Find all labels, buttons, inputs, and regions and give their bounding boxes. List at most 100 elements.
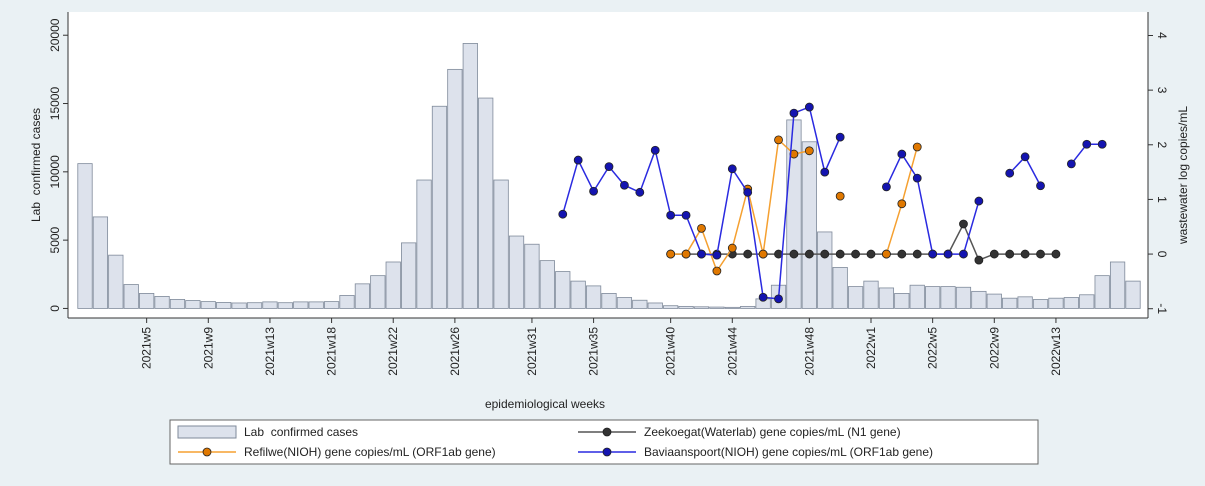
- point: [959, 249, 968, 259]
- bar: [1048, 297, 1064, 309]
- bar: [1079, 294, 1095, 309]
- point: [897, 149, 907, 159]
- point: [1051, 249, 1061, 259]
- bar: [323, 301, 340, 309]
- bar: [878, 287, 895, 309]
- x-tick-label: 2021w31: [525, 327, 539, 376]
- point: [897, 249, 907, 259]
- point: [882, 182, 891, 192]
- bar: [1032, 299, 1049, 309]
- bar: [616, 297, 633, 309]
- bar: [786, 119, 802, 309]
- y2-tick-label: -1: [1155, 303, 1169, 314]
- bar: [647, 302, 663, 309]
- point: [866, 249, 876, 259]
- x-tick-label: 2021w26: [448, 327, 462, 376]
- bar: [123, 284, 139, 309]
- bar: [971, 290, 987, 309]
- point: [928, 249, 938, 259]
- point: [851, 249, 860, 259]
- point: [1020, 249, 1030, 259]
- point: [666, 249, 676, 259]
- legend-label: Zeekoegat(Waterlab) gene copies/mL (N1 g…: [644, 425, 901, 439]
- point: [835, 132, 845, 142]
- bar: [632, 299, 648, 309]
- point: [912, 249, 922, 259]
- x-tick-label: 2021w13: [263, 327, 277, 376]
- bar: [262, 301, 278, 309]
- point: [1005, 168, 1015, 178]
- point: [697, 223, 706, 233]
- x-tick-label: 2021w35: [587, 327, 601, 376]
- point: [1082, 139, 1092, 149]
- bar: [216, 302, 232, 309]
- point: [897, 199, 907, 209]
- bar: [431, 105, 448, 309]
- x-tick-label: 2022w5: [926, 327, 940, 369]
- bar: [740, 305, 756, 309]
- y-axis-label: Lab confirmed cases: [29, 108, 43, 222]
- bar: [277, 302, 293, 309]
- point: [959, 219, 968, 229]
- point: [635, 187, 645, 197]
- bar: [108, 254, 124, 309]
- x-tick-label: 2021w5: [140, 327, 154, 369]
- bar: [246, 302, 263, 309]
- y-tick-label: 15000: [48, 87, 62, 121]
- point: [1097, 139, 1107, 149]
- point: [758, 292, 768, 302]
- bar: [1017, 296, 1033, 309]
- point: [804, 249, 814, 259]
- bar: [354, 283, 371, 309]
- legend: [169, 419, 1039, 465]
- y2-tick-label: 1: [1155, 196, 1169, 203]
- bar: [385, 261, 401, 309]
- bar: [339, 295, 355, 309]
- point: [774, 294, 783, 304]
- point: [681, 249, 691, 259]
- point: [681, 210, 691, 220]
- point: [604, 162, 614, 172]
- bar: [539, 260, 555, 309]
- bar: [1002, 297, 1018, 309]
- point: [650, 145, 660, 155]
- bar: [416, 179, 432, 309]
- point: [697, 249, 706, 259]
- bar: [293, 301, 309, 309]
- bar: [169, 299, 186, 309]
- y2-tick-label: 0: [1155, 251, 1169, 258]
- bar: [524, 243, 540, 309]
- x-tick-label: 2022w9: [987, 327, 1001, 369]
- point: [727, 243, 737, 253]
- bar: [570, 280, 586, 309]
- point: [743, 187, 753, 197]
- bar: [955, 286, 972, 309]
- x-tick-label: 2021w18: [325, 327, 339, 376]
- x-axis-label: epidemiological weeks: [485, 397, 605, 411]
- bar: [894, 293, 910, 309]
- point: [743, 249, 753, 259]
- y-tick-label: 0: [48, 305, 62, 312]
- point: [943, 249, 953, 259]
- point: [1036, 249, 1045, 259]
- point: [804, 102, 814, 112]
- x-tick-label: 2021w48: [802, 327, 816, 376]
- bar: [801, 141, 817, 309]
- bar: [200, 301, 216, 309]
- bar: [478, 97, 494, 309]
- point: [974, 196, 984, 206]
- bar: [1094, 275, 1110, 309]
- point: [727, 164, 737, 174]
- bar: [847, 286, 864, 309]
- y2-axis-label: wastewater log copies/mL: [1176, 106, 1190, 245]
- bar: [940, 286, 956, 309]
- point: [820, 249, 830, 259]
- bar: [139, 293, 155, 309]
- point: [974, 255, 984, 265]
- point: [1020, 152, 1030, 162]
- point: [573, 155, 583, 165]
- point: [882, 249, 891, 259]
- bar: [92, 216, 109, 309]
- y-tick-label: 5000: [48, 226, 62, 253]
